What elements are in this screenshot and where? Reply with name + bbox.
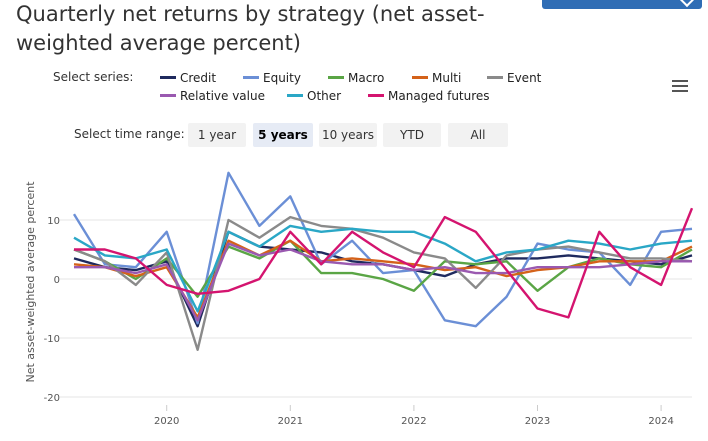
- legend-label: Macro: [348, 71, 385, 85]
- y-axis-ticks: 10 0 -10 -20: [44, 216, 60, 404]
- range-button-5-years[interactable]: 5 years: [253, 123, 313, 147]
- legend-item-managed-futures[interactable]: Managed futures: [368, 88, 490, 104]
- legend-label: Multi: [432, 71, 462, 85]
- legend-item-other[interactable]: Other: [287, 88, 341, 104]
- x-tick-label: 2023: [525, 416, 550, 427]
- range-button-1-year[interactable]: 1 year: [188, 123, 246, 147]
- y-axis-label: Net asset-weighted average percent: [24, 181, 37, 383]
- legend-swatch: [243, 76, 259, 79]
- legend-swatch: [160, 76, 176, 79]
- series-line-managed-futures: [74, 207, 694, 319]
- y-tick-label: 0: [54, 275, 60, 286]
- download-button[interactable]: [542, 0, 702, 9]
- legend-item-relative-value[interactable]: Relative value: [160, 88, 265, 104]
- y-tick-label: -10: [44, 334, 60, 345]
- select-time-range-label: Select time range:: [74, 127, 185, 141]
- legend-swatch: [368, 94, 384, 97]
- legend-swatch: [160, 94, 176, 97]
- select-series-label: Select series:: [53, 70, 134, 84]
- x-tick-label: 2021: [278, 416, 303, 427]
- legend-swatch: [412, 76, 428, 79]
- series-lines: [72, 171, 694, 351]
- legend-label: Credit: [180, 71, 217, 85]
- chart-title: Quarterly net returns by strategy (net a…: [16, 2, 485, 55]
- gridlines: [60, 219, 692, 398]
- legend-item-equity[interactable]: Equity: [243, 70, 301, 86]
- range-button-10-years[interactable]: 10 years: [319, 123, 377, 147]
- y-tick-label: -20: [44, 393, 60, 404]
- legend-label: Other: [307, 89, 342, 103]
- x-tick-label: 2024: [648, 416, 673, 427]
- hamburger-menu-icon[interactable]: [672, 80, 688, 94]
- legend-item-macro[interactable]: Macro: [328, 70, 384, 86]
- legend-swatch: [328, 76, 344, 79]
- range-button-all[interactable]: All: [448, 123, 508, 147]
- legend-label: Managed futures: [388, 89, 490, 103]
- x-axis-ticks: 2020 2021 2022 2023 2024: [154, 405, 674, 427]
- legend-swatch: [487, 76, 503, 79]
- legend-label: Relative value: [180, 89, 265, 103]
- x-tick-label: 2020: [154, 416, 179, 427]
- legend-swatch: [287, 94, 303, 97]
- range-button-ytd[interactable]: YTD: [383, 123, 441, 147]
- legend-item-event[interactable]: Event: [487, 70, 541, 86]
- x-tick-label: 2022: [401, 416, 426, 427]
- y-tick-label: 10: [47, 216, 60, 227]
- legend-label: Equity: [263, 71, 301, 85]
- series-line-other: [73, 224, 693, 313]
- legend-item-multi[interactable]: Multi: [412, 70, 461, 86]
- series-line-relative-value: [74, 242, 692, 322]
- legend-label: Event: [507, 71, 542, 85]
- legend-item-credit[interactable]: Credit: [160, 70, 216, 86]
